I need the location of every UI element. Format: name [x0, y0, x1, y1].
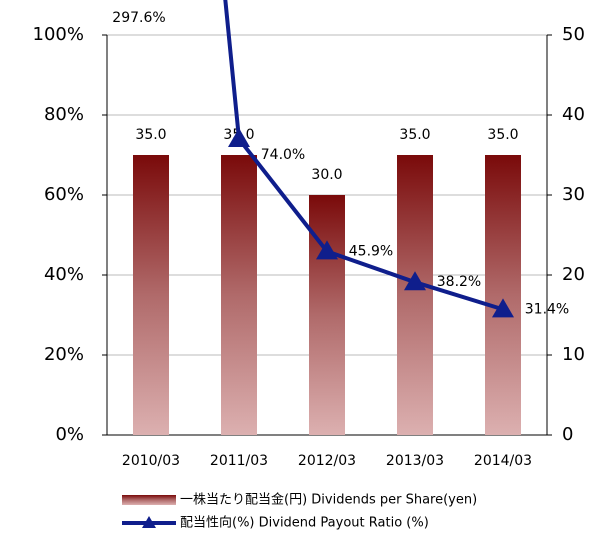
y-tick-label: 100% [33, 24, 84, 45]
line-value-label: 38.2% [437, 274, 481, 290]
x-tick-label: 2012/03 [298, 453, 356, 469]
bar-value-label: 30.0 [311, 167, 342, 183]
bar-value-label: 35.0 [487, 127, 518, 143]
bar [397, 155, 433, 435]
line-marker [492, 298, 514, 318]
line-value-label: 297.6% [112, 10, 165, 26]
line-marker [404, 271, 426, 291]
y2-tick-label: 20 [562, 264, 585, 285]
y2-tick-label: 40 [562, 104, 585, 125]
legend-marker [142, 516, 156, 528]
line-value-label: 31.4% [525, 301, 569, 317]
bar [133, 155, 169, 435]
y-tick-label: 40% [44, 264, 84, 285]
line-series [223, 0, 514, 318]
y2-tick-label: 0 [562, 424, 573, 445]
x-tick-label: 2014/03 [474, 453, 532, 469]
bar-value-label: 35.0 [135, 127, 166, 143]
y-tick-label: 60% [44, 184, 84, 205]
y-tick-label: 0% [55, 424, 84, 445]
legend-label: 配当性向(%) Dividend Payout Ratio (%) [180, 515, 429, 531]
bar [221, 155, 257, 435]
bar-value-label: 35.0 [399, 127, 430, 143]
y-tick-label: 80% [44, 104, 84, 125]
bar [485, 155, 521, 435]
line-marker [316, 240, 338, 260]
x-tick-label: 2011/03 [210, 453, 268, 469]
line-value-label: 45.9% [349, 243, 393, 259]
y2-tick-label: 50 [562, 24, 585, 45]
bar [309, 195, 345, 435]
y-tick-label: 20% [44, 344, 84, 365]
y2-tick-label: 30 [562, 184, 585, 205]
y2-tick-label: 10 [562, 344, 585, 365]
legend-swatch [122, 495, 176, 505]
x-tick-label: 2010/03 [122, 453, 180, 469]
legend-label: 一株当たり配当金(円) Dividends per Share(yen) [180, 492, 477, 508]
line-value-label: 74.0% [261, 147, 305, 163]
x-tick-label: 2013/03 [386, 453, 444, 469]
line-marker [228, 128, 250, 147]
